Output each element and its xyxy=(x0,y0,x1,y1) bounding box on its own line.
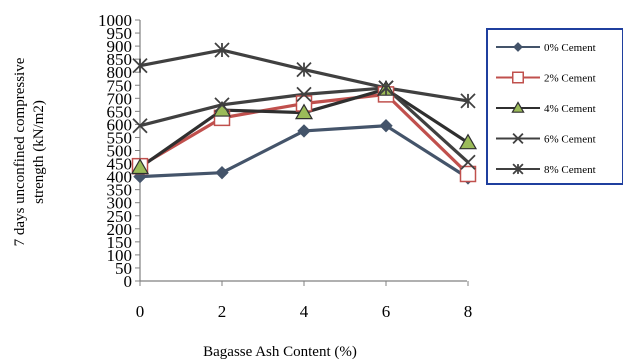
legend-box xyxy=(486,28,623,185)
data-point xyxy=(297,124,311,138)
plot-area: 0501001502002503003504004505005506006507… xyxy=(98,11,478,321)
x-tick-label: 2 xyxy=(218,302,227,321)
y-axis-title-line-1: 7 days unconfined compressive xyxy=(12,57,28,246)
legend-item: 2% Cement xyxy=(496,71,596,85)
x-tick-label: 8 xyxy=(464,302,473,321)
x-axis-title: Bagasse Ash Content (%) xyxy=(203,344,357,360)
y-tick-label: 200 xyxy=(107,220,133,239)
data-point xyxy=(132,58,148,74)
y-tick-label: 900 xyxy=(107,37,133,56)
y-tick-label: 750 xyxy=(107,76,133,95)
y-axis-title-line-2: strength (kN/m2) xyxy=(31,100,47,204)
legend-label: 4% Cement xyxy=(544,103,596,115)
legend-marker xyxy=(512,163,524,175)
marker-stroke xyxy=(512,132,524,145)
y-tick-label: 550 xyxy=(107,128,133,147)
y-tick-label: 950 xyxy=(107,24,133,43)
legend: 0% Cement 2% Cement 4% Cement 6% Cement 8% C… xyxy=(486,28,623,185)
y-tick-label: 800 xyxy=(107,63,133,82)
y-tick-label: 100 xyxy=(107,246,133,265)
data-point xyxy=(296,61,312,78)
y-tick-label: 250 xyxy=(107,207,133,226)
data-point xyxy=(459,165,477,183)
legend-marker xyxy=(511,101,525,113)
y-tick-label: 300 xyxy=(107,194,133,213)
legend-item: 6% Cement xyxy=(496,132,596,146)
data-point xyxy=(215,165,229,180)
data-point xyxy=(214,42,230,58)
legend-label: 6% Cement xyxy=(544,134,596,146)
y-tick-label: 500 xyxy=(107,142,133,161)
x-tick-label: 0 xyxy=(136,302,145,321)
marker-stroke xyxy=(460,154,476,170)
data-point xyxy=(460,93,476,109)
x-tick-label: 6 xyxy=(382,302,391,321)
y-tick-label: 650 xyxy=(107,102,133,121)
y-tick-label: 1000 xyxy=(98,11,132,30)
y-tick-label: 700 xyxy=(107,89,133,108)
marker-stroke xyxy=(132,118,148,134)
marker-stroke xyxy=(296,86,312,103)
data-point xyxy=(214,97,230,113)
data-point xyxy=(378,80,394,96)
legend-marker xyxy=(513,42,523,52)
y-tick-label: 0 xyxy=(124,272,133,291)
marker-stroke xyxy=(214,97,230,113)
y-tick-label: 50 xyxy=(115,259,132,278)
data-point xyxy=(458,133,478,150)
y-tick-label: 450 xyxy=(107,155,133,174)
data-point xyxy=(379,118,393,133)
legend-item: 0% Cement xyxy=(496,42,596,54)
y-tick-label: 400 xyxy=(107,168,133,187)
data-point xyxy=(296,86,312,103)
data-point xyxy=(132,118,148,134)
legend-label: 2% Cement xyxy=(544,73,596,85)
y-tick-label: 150 xyxy=(107,233,133,252)
data-point xyxy=(130,158,150,175)
legend-item: 4% Cement xyxy=(496,101,596,115)
y-tick-label: 350 xyxy=(107,181,133,200)
legend-label: 8% Cement xyxy=(544,164,596,176)
data-point xyxy=(294,103,314,120)
legend-marker xyxy=(512,71,524,84)
legend-item: 8% Cement xyxy=(496,163,596,176)
legend-label: 0% Cement xyxy=(544,42,596,54)
y-tick-label: 850 xyxy=(107,50,133,69)
y-axis-title: 7 days unconfined compressive strength (… xyxy=(12,57,47,246)
y-tick-label: 600 xyxy=(107,115,133,134)
x-tick-label: 4 xyxy=(300,302,309,321)
legend-marker xyxy=(512,132,524,145)
data-point xyxy=(460,154,476,170)
